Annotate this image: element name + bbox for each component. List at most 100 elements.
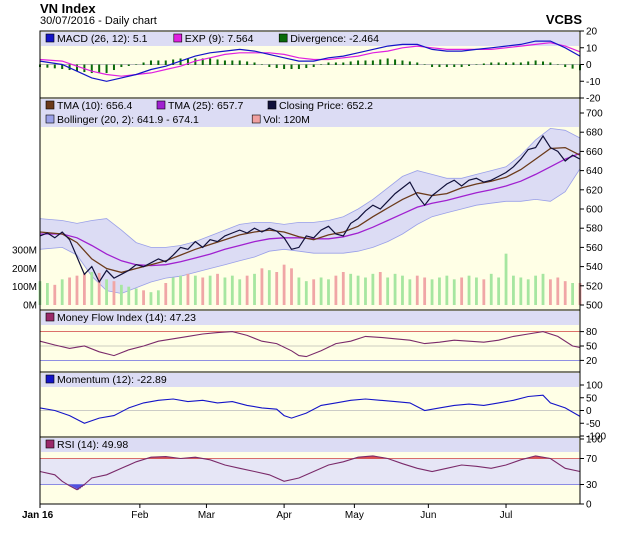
volume-bar <box>378 272 382 305</box>
rsi-legend-label: RSI (14): 49.98 <box>57 439 128 451</box>
volume-bar <box>356 275 360 305</box>
volume-tick-label: 100M <box>12 282 37 293</box>
volume-tick-label: 300M <box>12 246 37 257</box>
volume-bar <box>489 273 493 305</box>
macd-divergence-bar <box>401 60 404 65</box>
macd-divergence-bar <box>253 62 256 65</box>
volume-bar <box>534 275 538 305</box>
price-legend-bg <box>41 99 579 127</box>
macd-divergence-bar <box>157 60 160 65</box>
volume-bar <box>68 277 71 305</box>
macd-divergence-bar <box>209 58 212 65</box>
rsi-overbought-fill <box>372 455 376 459</box>
macd-divergence-bar <box>98 64 101 74</box>
rsi-overbought-fill <box>376 456 379 459</box>
macd-divergence-bar <box>135 64 138 65</box>
macd-divergence-bar <box>216 59 219 65</box>
macd-divergence-bar <box>275 64 278 69</box>
tma10-line <box>39 146 581 274</box>
volume-bar <box>282 264 286 305</box>
rsi-overbought-fill <box>361 456 364 459</box>
macd-divergence-bar <box>431 64 434 68</box>
rsi-overbought-fill <box>152 457 155 459</box>
price-tick-label: 600 <box>586 205 603 216</box>
volume-bar <box>90 272 94 305</box>
macd-line <box>39 40 581 82</box>
rsi-line <box>39 455 581 491</box>
macd-divergence-bar <box>90 64 93 74</box>
rsi-overbought-fill <box>365 456 368 459</box>
macd-divergence-bar <box>542 61 545 65</box>
volume-bar <box>401 275 404 305</box>
macd-divergence-bar <box>53 64 56 69</box>
rsi-overbought-fill <box>533 456 536 459</box>
x-tick-label: Mar <box>198 510 216 521</box>
rsi-tick-label: 100 <box>586 435 603 446</box>
rsi-overbought-fill <box>369 456 372 459</box>
rsi-legend-bg <box>41 438 579 452</box>
volume-bar <box>512 275 515 305</box>
volume-bar <box>201 277 205 305</box>
volume-bar <box>504 253 508 305</box>
price-row2-legend-label: Vol: 120M <box>263 114 310 126</box>
momentum-legend-bg <box>41 373 579 387</box>
macd-divergence-bar <box>194 58 197 65</box>
x-tick-label: Jul <box>500 510 513 521</box>
macd-divergence-bar <box>349 61 352 65</box>
price-tick-label: 540 <box>586 262 603 273</box>
volume-bar <box>475 277 478 305</box>
x-tick-label: Apr <box>276 510 292 521</box>
macd-divergence-bar <box>475 64 478 65</box>
macd-tick-label: 10 <box>586 43 598 54</box>
volume-bar <box>386 277 390 305</box>
macd-divergence-bar <box>386 58 389 65</box>
rsi-tick-label: 70 <box>586 454 598 465</box>
macd-divergence-bar <box>260 64 263 65</box>
volume-bar <box>482 279 486 305</box>
price-tick-label: 520 <box>586 281 603 292</box>
rsi-overbought-fill <box>367 456 370 459</box>
rsi-overbought-fill <box>537 456 540 459</box>
macd-divergence-bar <box>201 58 204 65</box>
volume-bar <box>541 273 545 305</box>
macd-divergence-bar <box>453 64 456 68</box>
macd-divergence-bar <box>564 64 567 68</box>
volume-bar <box>393 273 397 305</box>
volume-bar <box>179 275 182 305</box>
price-row2-legend-swatch <box>251 114 261 124</box>
volume-bar <box>245 275 249 305</box>
macd-divergence-bar <box>416 62 419 65</box>
rsi-overbought-fill <box>165 456 168 459</box>
rsi-oversold-fill <box>69 484 72 486</box>
volume-bar <box>208 275 212 305</box>
macd-divergence-bar <box>423 64 426 65</box>
macd-divergence-bar <box>327 62 330 65</box>
price-tick-label: 620 <box>586 185 603 196</box>
rsi-overbought-fill <box>541 456 544 459</box>
momentum-tick-label: 50 <box>586 393 598 404</box>
volume-tick-label: 200M <box>12 264 37 275</box>
macd-divergence-bar <box>142 62 145 65</box>
macd-divergence-bar <box>179 58 182 65</box>
volume-bar <box>467 275 471 305</box>
macd-tick-label: 20 <box>586 27 598 38</box>
macd-divergence-bar <box>246 61 249 65</box>
macd-divergence-bar <box>519 62 522 65</box>
macd-divergence-bar <box>61 64 64 70</box>
macd-tick-label: -10 <box>586 77 601 88</box>
rsi-legend-swatch <box>45 439 55 449</box>
macd-divergence-bar <box>112 64 115 71</box>
x-tick-label: Jan 16 <box>22 510 54 521</box>
volume-bar <box>423 277 427 305</box>
macd-tick-label: 0 <box>586 60 592 71</box>
price-legend-label: TMA (25): 657.7 <box>168 100 243 112</box>
price-tick-label: 660 <box>586 147 603 158</box>
volume-bar <box>312 279 316 305</box>
macd-divergence-bar <box>556 64 559 65</box>
macd-divergence-bar <box>468 64 471 67</box>
rsi-oversold-fill <box>75 484 78 489</box>
volume-bar <box>445 275 449 305</box>
macd-divergence-bar <box>534 60 537 65</box>
rsi-overbought-fill <box>160 456 163 459</box>
